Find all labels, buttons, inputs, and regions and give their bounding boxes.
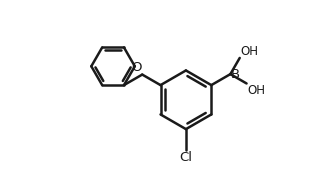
Text: Cl: Cl	[179, 151, 192, 164]
Text: OH: OH	[240, 45, 259, 58]
Text: OH: OH	[247, 84, 265, 97]
Text: B: B	[231, 68, 240, 81]
Text: O: O	[131, 61, 142, 74]
